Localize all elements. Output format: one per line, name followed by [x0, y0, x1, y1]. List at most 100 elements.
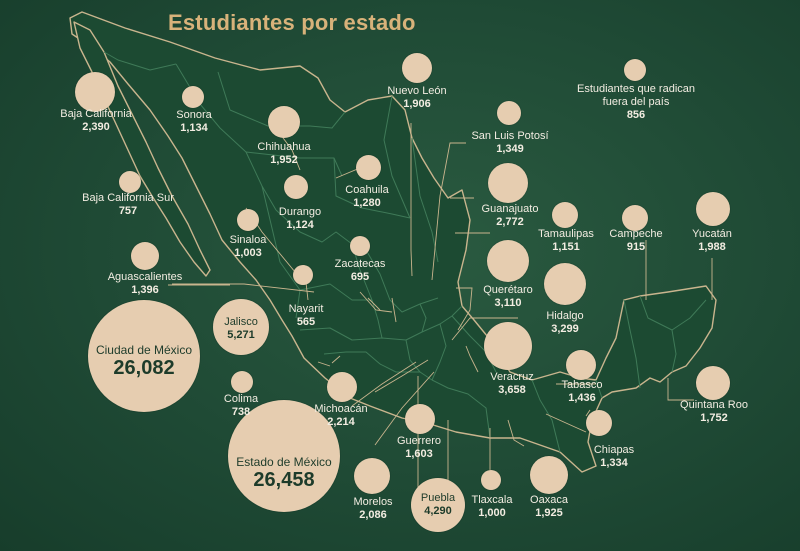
page-title: Estudiantes por estado [168, 10, 416, 36]
label-ciudad-de-mexico: Ciudad de México 26,082 [96, 343, 192, 379]
bubble-veracruz [484, 322, 532, 370]
state-name: Estado de México [236, 455, 331, 469]
state-name: Nuevo León [387, 85, 446, 98]
bubble-coahuila [356, 155, 381, 180]
state-name: Baja California [60, 108, 132, 121]
state-value: 1,906 [387, 98, 446, 111]
state-value: 1,436 [562, 392, 603, 405]
state-name: San Luis Potosí [471, 130, 548, 143]
state-value: 1,000 [472, 507, 513, 520]
state-name: Campeche [609, 228, 662, 241]
state-name: Oaxaca [530, 494, 568, 507]
state-name: Tabasco [562, 379, 603, 392]
bubble-queretaro [487, 240, 529, 282]
state-value: 1,003 [230, 247, 267, 260]
state-value: 1,134 [176, 122, 211, 135]
state-value: 565 [289, 316, 324, 329]
state-value: 4,290 [421, 505, 455, 518]
label-tabasco: Tabasco 1,436 [562, 379, 603, 405]
bubble-baja-california-sur [119, 171, 141, 193]
bubble-sonora [182, 86, 204, 108]
label-extranjero: Estudiantes que radican fuera del país 85… [571, 83, 701, 122]
label-morelos: Morelos 2,086 [353, 496, 392, 522]
state-value: 1,124 [279, 219, 321, 232]
bubble-guanajuato [488, 163, 528, 203]
label-zacatecas: Zacatecas 695 [335, 258, 386, 284]
state-value: 26,082 [96, 357, 192, 379]
label-michoacan: Michoacán 2,214 [314, 403, 367, 429]
bubble-yucatan [696, 192, 730, 226]
state-value: 3,110 [483, 297, 533, 310]
label-chiapas: Chiapas 1,334 [594, 444, 634, 470]
state-value: 2,214 [314, 416, 367, 429]
bubble-michoacan [327, 372, 357, 402]
state-value: 738 [224, 406, 258, 419]
state-value: 1,151 [538, 241, 594, 254]
state-name: Ciudad de México [96, 343, 192, 357]
state-value: 856 [571, 109, 701, 122]
state-value: 1,925 [530, 507, 568, 520]
state-value: 1,603 [397, 448, 441, 461]
bubble-durango [284, 175, 308, 199]
bubble-oaxaca [530, 456, 568, 494]
bubble-chiapas [586, 410, 612, 436]
state-value: 1,396 [108, 284, 183, 297]
label-sonora: Sonora 1,134 [176, 109, 211, 135]
label-nuevo-leon: Nuevo León 1,906 [387, 85, 446, 111]
state-name: Veracruz [490, 371, 533, 384]
state-name: Chiapas [594, 444, 634, 457]
state-value: 1,280 [345, 197, 388, 210]
bubble-extranjero [624, 59, 646, 81]
label-hidalgo: Hidalgo 3,299 [546, 310, 583, 336]
state-name: Chihuahua [257, 141, 310, 154]
label-nayarit: Nayarit 565 [289, 303, 324, 329]
state-name: Coahuila [345, 184, 388, 197]
state-name: Sonora [176, 109, 211, 122]
state-value: 2,390 [60, 121, 132, 134]
label-guerrero: Guerrero 1,603 [397, 435, 441, 461]
bubble-sinaloa [237, 209, 259, 231]
label-baja-california-sur: Baja California Sur 757 [82, 192, 174, 218]
bubble-nayarit [293, 265, 313, 285]
state-name: Nayarit [289, 303, 324, 316]
label-quintana-roo: Quintana Roo 1,752 [680, 399, 748, 425]
label-baja-california: Baja California 2,390 [60, 108, 132, 134]
bubble-tamaulipas [552, 202, 578, 228]
state-value: 1,952 [257, 154, 310, 167]
bubble-guerrero [405, 404, 435, 434]
label-colima: Colima 738 [224, 393, 258, 419]
label-veracruz: Veracruz 3,658 [490, 371, 533, 397]
state-name: Guanajuato [482, 203, 539, 216]
bubble-hidalgo [544, 263, 586, 305]
state-value: 2,772 [482, 216, 539, 229]
state-name: Sinaloa [230, 234, 267, 247]
bubble-colima [231, 371, 253, 393]
bubble-quintana-roo [696, 366, 730, 400]
label-durango: Durango 1,124 [279, 206, 321, 232]
state-name: Tamaulipas [538, 228, 594, 241]
label-chihuahua: Chihuahua 1,952 [257, 141, 310, 167]
state-value: 915 [609, 241, 662, 254]
state-name: Durango [279, 206, 321, 219]
state-name: Jalisco [224, 316, 258, 329]
label-yucatan: Yucatán 1,988 [692, 228, 732, 254]
state-value: 1,334 [594, 457, 634, 470]
state-name: Estudiantes que radican fuera del país [571, 83, 701, 109]
state-name: Quintana Roo [680, 399, 748, 412]
state-value: 5,271 [224, 329, 258, 342]
state-value: 1,349 [471, 143, 548, 156]
state-name: Querétaro [483, 284, 533, 297]
label-guanajuato: Guanajuato 2,772 [482, 203, 539, 229]
label-campeche: Campeche 915 [609, 228, 662, 254]
state-value: 3,299 [546, 323, 583, 336]
state-value: 2,086 [353, 509, 392, 522]
bubble-tlaxcala [481, 470, 501, 490]
label-sinaloa: Sinaloa 1,003 [230, 234, 267, 260]
state-value: 695 [335, 271, 386, 284]
state-name: Baja California Sur [82, 192, 174, 205]
bubble-nuevo-leon [402, 53, 432, 83]
label-tlaxcala: Tlaxcala 1,000 [472, 494, 513, 520]
bubble-tabasco [566, 350, 596, 380]
state-value: 757 [82, 205, 174, 218]
state-value: 1,988 [692, 241, 732, 254]
